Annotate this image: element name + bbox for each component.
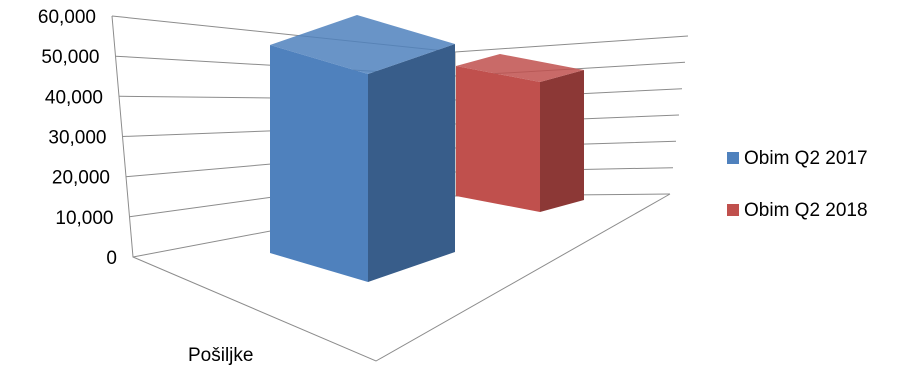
x-axis-categories: Pošiljke bbox=[188, 345, 253, 366]
bar-side-1 bbox=[540, 70, 584, 212]
bar-front-0 bbox=[270, 45, 368, 282]
y-tick-label: 10,000 bbox=[55, 208, 113, 229]
bar-front-1 bbox=[456, 66, 540, 212]
y-tick-label: 30,000 bbox=[48, 128, 106, 149]
legend-label: Obim Q2 2017 bbox=[744, 148, 868, 169]
bar-side-0 bbox=[368, 44, 455, 282]
bar-top-1 bbox=[456, 54, 584, 82]
legend-swatch bbox=[727, 152, 739, 164]
y-tick-label: 20,000 bbox=[52, 168, 110, 189]
category-label: Pošiljke bbox=[188, 345, 253, 366]
y-tick-label: 50,000 bbox=[41, 47, 99, 68]
y-axis-ticks: 0 10,000 20,000 30,000 40,000 50,000 60,000 bbox=[38, 7, 117, 269]
bars bbox=[270, 15, 584, 282]
y-tick-label: 40,000 bbox=[45, 87, 103, 108]
legend-label: Obim Q2 2018 bbox=[744, 200, 868, 221]
legend: Obim Q2 2017 Obim Q2 2018 bbox=[727, 148, 868, 221]
legend-swatch bbox=[727, 204, 739, 216]
bar-top-0 bbox=[270, 15, 455, 74]
y-tick-label: 0 bbox=[106, 248, 117, 269]
y-tick-label: 60,000 bbox=[38, 7, 96, 28]
